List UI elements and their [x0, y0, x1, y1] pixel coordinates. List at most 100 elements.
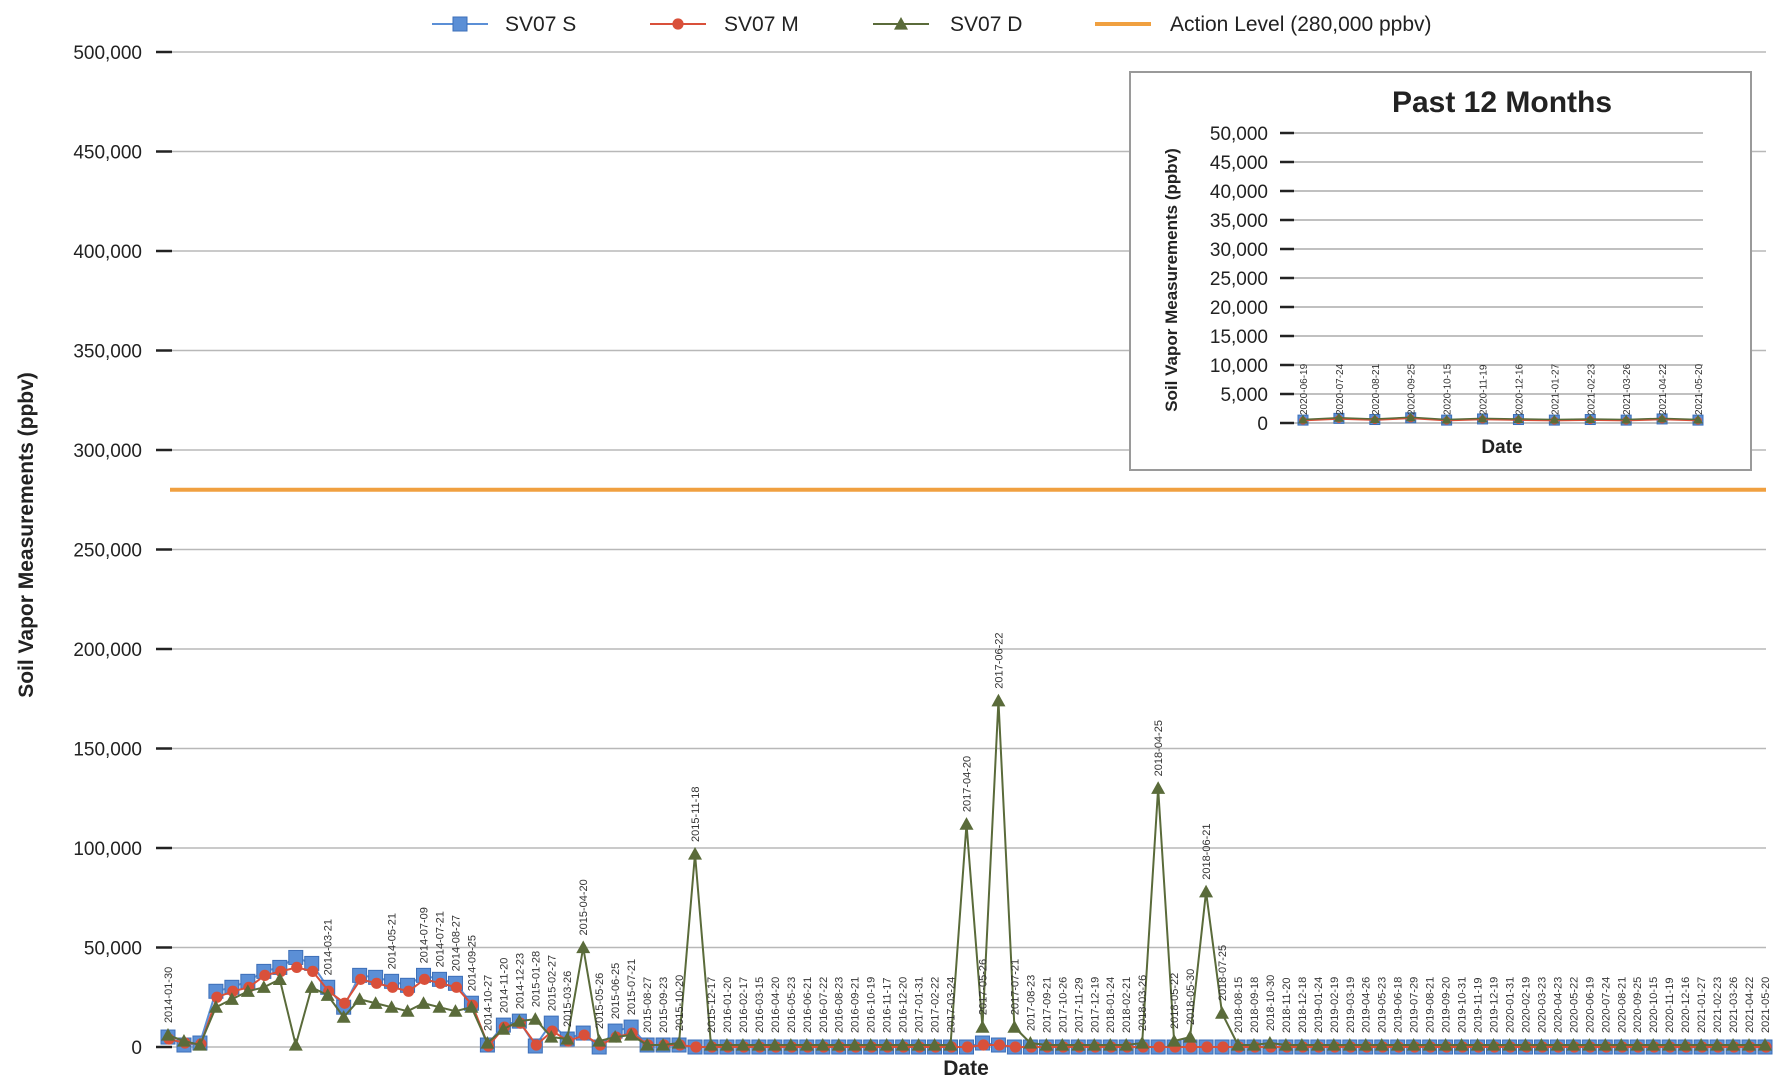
point-sv07-d	[1710, 1038, 1725, 1051]
main-point-date-label: 2016-04-20	[770, 977, 782, 1033]
main-point-date-label: 2019-05-23	[1377, 977, 1389, 1033]
point-sv07-d	[1694, 1038, 1709, 1051]
point-sv07-m	[578, 1029, 590, 1041]
point-sv07-m	[339, 997, 351, 1009]
point-sv07-d	[576, 940, 591, 954]
point-sv07-d	[911, 1038, 926, 1051]
point-sv07-d	[1598, 1038, 1613, 1051]
main-point-date-label: 2018-03-26	[1137, 975, 1149, 1031]
point-sv07-d	[1662, 1038, 1677, 1051]
inset-point-sv07-d	[1549, 414, 1560, 424]
main-point-date-label: 2015-08-27	[642, 977, 654, 1033]
inset-point-sv07-d	[1333, 412, 1344, 422]
main-point-date-label: 2019-01-24	[1313, 977, 1325, 1033]
inset-point-sv07-d	[1477, 413, 1488, 423]
legend-action-level-280-000-ppbv-label: Action Level (280,000 ppbv)	[1170, 13, 1432, 36]
point-sv07-m	[291, 961, 303, 974]
main-point-date-label: 2017-07-21	[1009, 959, 1021, 1015]
inset-x-tick-label: 2021-02-23	[1586, 363, 1597, 415]
main-point-labels: 2014-01-30 2014-03-21 2014-05-21 2014-07-09…	[163, 632, 1772, 1033]
point-sv07-d	[1151, 781, 1166, 794]
main-point-date-label: 2014-10-27	[482, 975, 494, 1031]
point-sv07-d	[256, 980, 271, 993]
point-sv07-d	[640, 1038, 655, 1051]
main-point-date-label: 2015-10-20	[674, 975, 686, 1031]
point-sv07-d	[464, 1000, 479, 1013]
main-point-date-label: 2017-08-23	[1025, 975, 1037, 1031]
main-point-date-label: 2020-11-19	[1664, 978, 1676, 1033]
point-sv07-d	[432, 1000, 447, 1013]
point-sv07-m	[977, 1039, 990, 1051]
inset-y-tick-label: 20,000	[1210, 298, 1268, 319]
main-y-tick-label: 350,000	[73, 342, 142, 363]
main-point-date-label: 2021-05-20	[1760, 977, 1772, 1033]
point-sv07-d	[512, 1014, 527, 1027]
inset-point-sv07-d	[1513, 413, 1524, 423]
point-sv07-d	[448, 1004, 463, 1017]
legend-sv07-d-marker	[894, 17, 908, 30]
point-sv07-d	[336, 1010, 351, 1023]
point-sv07-d	[224, 992, 239, 1005]
point-sv07-m	[211, 991, 223, 1003]
main-point-date-label: 2017-03-24	[946, 977, 958, 1033]
point-sv07-d	[1566, 1038, 1581, 1051]
point-sv07-d	[1390, 1038, 1405, 1051]
point-sv07-d	[592, 1034, 607, 1047]
main-point-date-label: 2018-10-30	[1265, 975, 1277, 1031]
main-point-date-label: 2020-03-23	[1536, 977, 1548, 1033]
point-sv07-d	[1007, 1020, 1022, 1033]
main-point-date-label: 2016-11-17	[882, 978, 894, 1033]
point-sv07-d	[1470, 1038, 1485, 1051]
point-sv07-d	[927, 1038, 942, 1051]
point-sv07-d	[161, 1028, 175, 1041]
point-sv07-d	[352, 992, 367, 1005]
inset-title: Past 12 Months	[1392, 86, 1612, 119]
main-point-date-label: 2015-05-26	[594, 973, 606, 1029]
main-point-date-label: 2016-07-22	[818, 977, 830, 1033]
inset-x-tick-label: 2020-10-15	[1443, 363, 1454, 415]
point-sv07-d	[1294, 1038, 1309, 1051]
main-point-date-label: 2017-11-29	[1073, 978, 1085, 1033]
main-point-date-label: 2016-12-20	[898, 977, 910, 1033]
main-point-date-label: 2018-12-18	[1297, 977, 1309, 1033]
point-sv07-d	[608, 1030, 623, 1043]
inset-point-sv07-d	[1585, 413, 1596, 423]
point-sv07-m	[402, 985, 415, 997]
main-point-date-label: 2017-09-21	[1041, 977, 1053, 1033]
point-sv07-m	[1217, 1041, 1229, 1053]
main-point-date-label: 2014-03-21	[323, 919, 335, 975]
point-sv07-d	[496, 1022, 511, 1035]
point-sv07-d	[703, 1038, 718, 1051]
main-point-date-label: 2020-01-31	[1504, 977, 1516, 1033]
point-sv07-d	[1582, 1038, 1597, 1051]
point-sv07-d	[719, 1038, 734, 1051]
main-point-date-label: 2018-08-15	[1233, 977, 1245, 1033]
main-y-tick-label: 400,000	[73, 242, 142, 263]
point-sv07-d	[799, 1038, 814, 1051]
main-point-date-label: 2021-04-22	[1744, 977, 1756, 1033]
point-sv07-m	[1201, 1041, 1213, 1053]
inset-x-tick-label: 2021-03-26	[1622, 363, 1633, 415]
point-sv07-d	[208, 1000, 223, 1013]
main-y-tick-label: 50,000	[84, 939, 142, 960]
point-sv07-d	[1614, 1038, 1629, 1051]
legend-sv07-m-label: SV07 M	[724, 13, 799, 36]
point-sv07-d	[767, 1038, 782, 1051]
point-sv07-d	[1438, 1038, 1453, 1051]
main-y-tick-label: 0	[131, 1038, 142, 1059]
main-point-date-label: 2019-10-31	[1457, 977, 1469, 1033]
inset-y-tick-label: 40,000	[1210, 182, 1268, 203]
point-sv07-m	[371, 977, 383, 989]
inset-y-axis-label: Soil Vapor Measurements (ppbv)	[1162, 148, 1181, 412]
inset-x-tick-label: 2021-05-20	[1694, 363, 1705, 415]
main-point-date-label: 2018-04-25	[1153, 720, 1165, 776]
main-point-date-label: 2017-05-26	[977, 959, 989, 1015]
main-point-date-label: 2015-12-17	[706, 977, 718, 1033]
main-point-date-label: 2019-09-20	[1441, 977, 1453, 1033]
point-sv07-d	[1199, 884, 1214, 898]
point-sv07-d	[304, 980, 319, 993]
inset-x-axis-label: Date	[1481, 437, 1522, 458]
point-sv07-d	[1374, 1038, 1389, 1051]
legend: SV07 S SV07 M SV07 D Action Level (280,000 …	[432, 13, 1432, 36]
